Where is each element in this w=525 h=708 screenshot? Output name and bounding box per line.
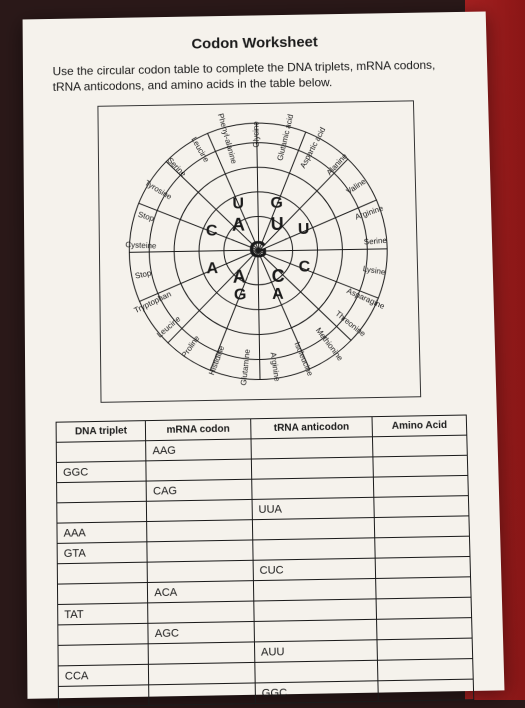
col-dna: DNA triplet <box>56 421 146 443</box>
table-cell[interactable] <box>255 660 378 683</box>
mid-letter: C <box>206 223 218 241</box>
table-cell[interactable] <box>253 538 376 560</box>
table-cell[interactable] <box>251 437 373 459</box>
table-cell[interactable] <box>373 435 468 457</box>
table-cell[interactable] <box>147 500 253 522</box>
table-cell[interactable] <box>251 477 373 499</box>
table-cell[interactable] <box>58 624 149 646</box>
table-cell[interactable] <box>373 476 468 498</box>
worksheet-title: Codon Worksheet <box>52 31 457 54</box>
table-cell[interactable] <box>147 560 253 582</box>
table-cell[interactable] <box>57 481 147 503</box>
inner-A2: A <box>233 267 246 288</box>
amino-acid-label: Cysteine <box>125 240 156 250</box>
codon-table: DNA triplet mRNA codon tRNA anticodon Am… <box>56 415 475 708</box>
mid-letter: C <box>298 259 310 277</box>
table-cell[interactable] <box>374 496 469 518</box>
table-cell[interactable] <box>148 601 254 623</box>
table-cell[interactable]: UUA <box>252 497 375 519</box>
col-amino: Amino Acid <box>372 415 467 437</box>
table-cell[interactable] <box>373 455 468 477</box>
mid-letter: G <box>270 195 283 213</box>
table-cell[interactable] <box>375 536 470 558</box>
table-cell[interactable] <box>253 579 376 602</box>
table-cell[interactable] <box>147 540 253 562</box>
table-cell[interactable] <box>58 685 149 707</box>
table-cell[interactable] <box>374 516 469 538</box>
table-cell[interactable]: TAT <box>58 603 148 625</box>
center-G: G <box>249 237 268 265</box>
table-cell[interactable] <box>376 597 471 619</box>
table-cell[interactable] <box>377 618 472 640</box>
table-cell[interactable]: GTA <box>57 542 147 564</box>
table-cell[interactable] <box>377 638 473 660</box>
inner-A: A <box>232 215 245 236</box>
instructions-text: Use the circular codon table to complete… <box>53 58 459 95</box>
table-cell[interactable]: AUU <box>254 640 377 663</box>
table-cell[interactable]: AAG <box>146 439 251 461</box>
table-cell[interactable] <box>254 619 377 642</box>
codon-wheel: G A U C A GUCAGACU GlycineGlutamic acidA… <box>127 121 390 383</box>
mid-letter: A <box>272 286 284 304</box>
table-cell[interactable] <box>146 459 251 481</box>
amino-acid-labels: GlycineGlutamic acidAspartic acidAlanine… <box>127 121 384 125</box>
col-mrna: mRNA codon <box>146 419 251 441</box>
amino-acid-label: Glycine <box>252 121 261 147</box>
mid-letter: A <box>206 261 218 279</box>
table-cell[interactable] <box>376 577 471 599</box>
mid-letter: G <box>234 287 247 305</box>
table-cell[interactable] <box>57 501 147 523</box>
table-cell[interactable] <box>147 520 253 542</box>
table-cell[interactable]: GGC <box>56 461 146 483</box>
codon-wheel-container: G A U C A GUCAGACU GlycineGlutamic acidA… <box>97 101 421 403</box>
table-cell[interactable]: CUC <box>253 558 376 581</box>
table-cell[interactable]: ACA <box>148 581 254 603</box>
table-body: AAGGGCCAGUUAAAAGTACUCACATATAGCAUUCCAGGC <box>56 435 474 707</box>
table-cell[interactable] <box>148 642 254 664</box>
table-cell[interactable] <box>375 557 470 579</box>
table-cell[interactable]: CAG <box>146 479 251 501</box>
table-cell[interactable] <box>58 644 149 666</box>
table-cell[interactable] <box>254 599 377 622</box>
table-cell[interactable] <box>149 683 255 705</box>
table-cell[interactable] <box>149 663 255 685</box>
table-cell[interactable] <box>378 679 474 701</box>
table-cell[interactable]: AGC <box>148 622 254 644</box>
table-cell[interactable] <box>56 441 146 463</box>
table-cell[interactable] <box>252 518 375 540</box>
table-cell[interactable]: GGC <box>255 681 379 704</box>
table-cell[interactable] <box>378 659 474 681</box>
mid-letter: U <box>232 196 244 214</box>
worksheet-paper: Codon Worksheet Use the circular codon t… <box>23 12 505 699</box>
inner-U: U <box>271 214 284 235</box>
table-cell[interactable] <box>251 457 373 479</box>
table-cell[interactable]: CCA <box>58 664 149 686</box>
table-cell[interactable] <box>57 562 147 584</box>
inner-C: C <box>271 266 284 287</box>
mid-letter: U <box>298 221 310 239</box>
col-trna: tRNA anticodon <box>250 417 372 439</box>
table-cell[interactable]: AAA <box>57 522 147 544</box>
table-cell[interactable] <box>57 583 147 605</box>
